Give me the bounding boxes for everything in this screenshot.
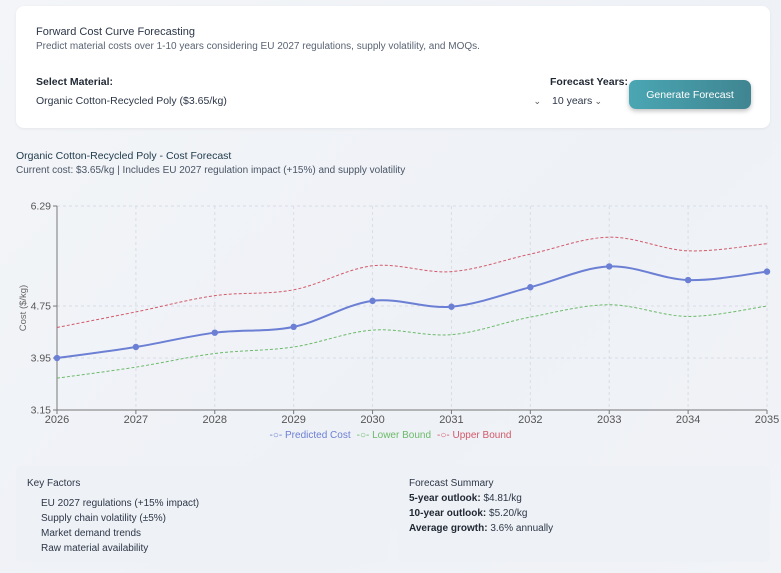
chevron-down-icon: ⌄: [594, 95, 602, 106]
chart-legend: -○- Predicted Cost -○- Lower Bound -○- Upp…: [0, 430, 781, 441]
ten-year-outlook: 10-year outlook: $5.20/kg: [409, 508, 527, 519]
predicted-cost-point: [606, 263, 613, 270]
average-growth-value: 3.6% annually: [490, 523, 554, 534]
predicted-cost-point: [132, 343, 140, 351]
x-tick-label: 2028: [203, 414, 227, 426]
average-growth-label: Average growth:: [409, 523, 488, 534]
forecast-years-label: Forecast Years:: [550, 76, 629, 88]
five-year-outlook-value: $4.81/kg: [483, 493, 522, 504]
predicted-cost-line: [56, 265, 768, 360]
legend-item-predicted-cost[interactable]: -○- Predicted Cost: [269, 430, 351, 441]
generate-forecast-button[interactable]: Generate Forecast: [629, 80, 751, 109]
key-factor-item: Market demand trends: [41, 528, 142, 539]
key-factor-item: EU 2027 regulations (+15% impact): [41, 498, 200, 509]
predicted-cost-point: [684, 276, 692, 284]
key-factor-item: Raw material availability: [41, 543, 149, 554]
forecast-summary-card: Forecast Summary 5-year outlook: $4.81/k…: [398, 466, 770, 562]
predicted-cost-point: [53, 354, 61, 362]
x-tick-label: 2033: [597, 414, 621, 426]
material-select-value: Organic Cotton-Recycled Poly ($3.65/kg): [36, 95, 227, 107]
legend-item-lower-bound[interactable]: -○- Lower Bound: [356, 430, 432, 441]
x-tick-label: 2032: [518, 414, 542, 426]
chart-title: Organic Cotton-Recycled Poly - Cost Fore…: [16, 150, 232, 162]
key-factors-title: Key Factors: [27, 478, 81, 489]
chart-series: [53, 236, 771, 379]
y-tick-label: 3.15: [31, 405, 52, 417]
predicted-cost-point: [290, 323, 297, 331]
x-tick-label: 2029: [281, 414, 305, 426]
predicted-cost-point: [369, 297, 376, 305]
average-growth: Average growth: 3.6% annually: [409, 523, 553, 534]
x-tick-label: 2035: [755, 414, 779, 426]
five-year-outlook: 5-year outlook: $4.81/kg: [409, 493, 522, 504]
y-tick-label: 3.95: [31, 353, 52, 365]
key-factors-card: Key Factors EU 2027 regulations (+15% im…: [16, 466, 388, 562]
x-tick-label: 2030: [360, 414, 384, 426]
forecast-years-value: 10 years: [552, 95, 593, 107]
chevron-down-icon: ⌄: [533, 95, 541, 106]
chart-grid: [56, 205, 768, 411]
x-tick-label: 2031: [439, 414, 463, 426]
forecast-years-select[interactable]: 10 years ⌄: [552, 95, 602, 107]
material-label: Select Material:: [36, 76, 114, 88]
forecast-summary-title: Forecast Summary: [409, 478, 494, 489]
ten-year-outlook-value: $5.20/kg: [489, 508, 528, 519]
predicted-cost-point: [763, 268, 771, 275]
predicted-cost-point: [527, 284, 534, 291]
forecast-control-panel: Forward Cost Curve Forecasting Predict m…: [16, 6, 770, 128]
predicted-cost-point: [211, 329, 218, 336]
x-tick-label: 2034: [676, 414, 700, 426]
page-title: Forward Cost Curve Forecasting: [36, 26, 195, 38]
key-factor-item: Supply chain volatility (±5%): [41, 513, 166, 524]
x-tick-label: 2026: [45, 414, 69, 426]
y-tick-label: 6.29: [31, 201, 52, 213]
chart-subtitle: Current cost: $3.65/kg | Includes EU 202…: [16, 165, 406, 176]
ten-year-outlook-label: 10-year outlook:: [409, 508, 487, 519]
chart-axes: [53, 205, 768, 414]
predicted-cost-point: [448, 303, 455, 310]
five-year-outlook-label: 5-year outlook:: [409, 493, 481, 504]
upper-bound-line: [56, 236, 768, 328]
y-tick-label: 4.75: [31, 301, 52, 313]
y-axis-label: Cost ($/kg): [18, 285, 29, 331]
legend-item-upper-bound[interactable]: -○- Upper Bound: [437, 430, 512, 441]
page-subtitle: Predict material costs over 1-10 years c…: [36, 41, 480, 52]
material-select[interactable]: Organic Cotton-Recycled Poly ($3.65/kg) …: [36, 95, 541, 107]
x-tick-label: 2027: [124, 414, 148, 426]
